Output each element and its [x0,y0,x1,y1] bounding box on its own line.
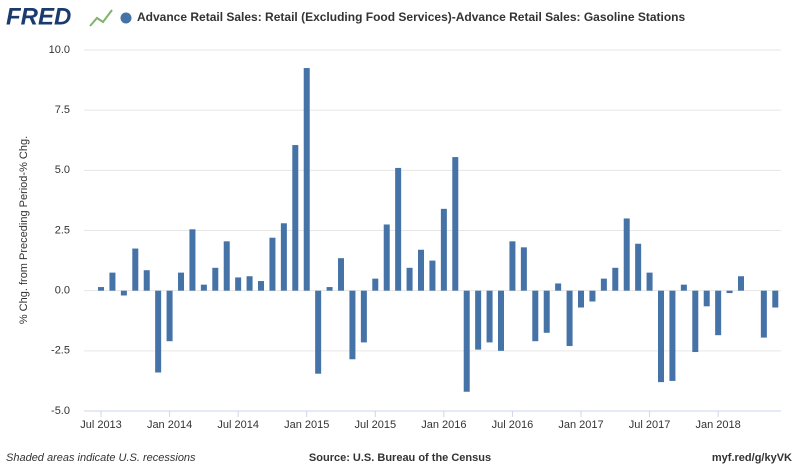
y-tick-label: 0.0 [55,285,70,297]
bar [475,290,482,350]
bar [109,272,116,291]
bar [200,284,207,291]
bar [669,290,676,381]
bar [566,290,573,347]
bar [692,290,699,353]
logo: FRED [6,3,71,30]
bar [555,283,562,291]
x-tick-label: Jul 2017 [629,419,671,431]
bar [280,223,287,291]
legend-marker [120,12,132,24]
bar [143,270,150,291]
bar [578,290,585,308]
bar [486,290,493,343]
bar [635,243,642,291]
bar [498,290,505,351]
bar [726,290,733,294]
bar [98,287,105,291]
bar [178,272,185,291]
bar [589,290,596,302]
footer-source: Source: U.S. Bureau of the Census [309,452,491,464]
bar [612,267,619,291]
logo-icon [89,9,113,27]
bar [600,278,607,291]
bar [646,272,653,291]
bar [772,290,779,308]
bar [246,276,253,291]
bar [440,208,447,291]
bar [223,241,230,291]
bar [703,290,710,307]
bar [383,224,390,291]
x-tick-label: Jan 2015 [284,419,329,431]
bar [132,248,139,291]
bar [532,290,539,342]
bar [406,267,413,291]
bar [452,157,459,291]
bar [543,290,550,333]
bar [429,260,436,291]
bar [292,145,299,291]
x-tick-label: Jul 2015 [354,419,396,431]
x-tick-label: Jan 2018 [696,419,741,431]
bar [395,167,402,291]
y-tick-label: 10.0 [49,44,70,56]
footer-note: Shaded areas indicate U.S. recessions [6,452,196,464]
bar [418,249,425,291]
x-tick-label: Jan 2016 [421,419,466,431]
bar [760,290,767,338]
bar [326,287,333,291]
bar [738,276,745,291]
bar [463,290,470,392]
x-tick-label: Jan 2017 [558,419,603,431]
bar [509,241,516,291]
y-tick-label: 5.0 [55,164,70,176]
bar [658,290,665,383]
bar [715,290,722,336]
footer-link: myf.red/g/kyVK [712,452,792,464]
x-tick-label: Jul 2013 [80,419,122,431]
y-tick-label: 2.5 [55,224,70,236]
bar [315,290,322,374]
bar [269,237,276,291]
y-tick-label: -2.5 [51,345,70,357]
bar [349,290,356,360]
bar [338,258,345,291]
y-axis-label: % Chg. from Preceding Period-% Chg. [18,136,30,324]
x-tick-label: Jul 2014 [217,419,259,431]
bar [235,277,242,291]
bar [212,267,219,291]
bar [520,247,527,291]
x-tick-label: Jan 2014 [147,419,192,431]
bar [360,290,367,343]
bar [372,278,379,291]
bar [120,290,127,296]
bar [155,290,162,373]
x-tick-label: Jul 2016 [492,419,534,431]
bar [258,281,265,291]
bar [189,229,196,291]
bar [623,218,630,291]
y-tick-label: 7.5 [55,104,70,116]
bar [680,284,687,291]
bar [166,290,173,342]
legend-label: Advance Retail Sales: Retail (Excluding … [137,10,686,24]
bar [303,68,310,291]
y-tick-label: -5.0 [51,405,70,417]
